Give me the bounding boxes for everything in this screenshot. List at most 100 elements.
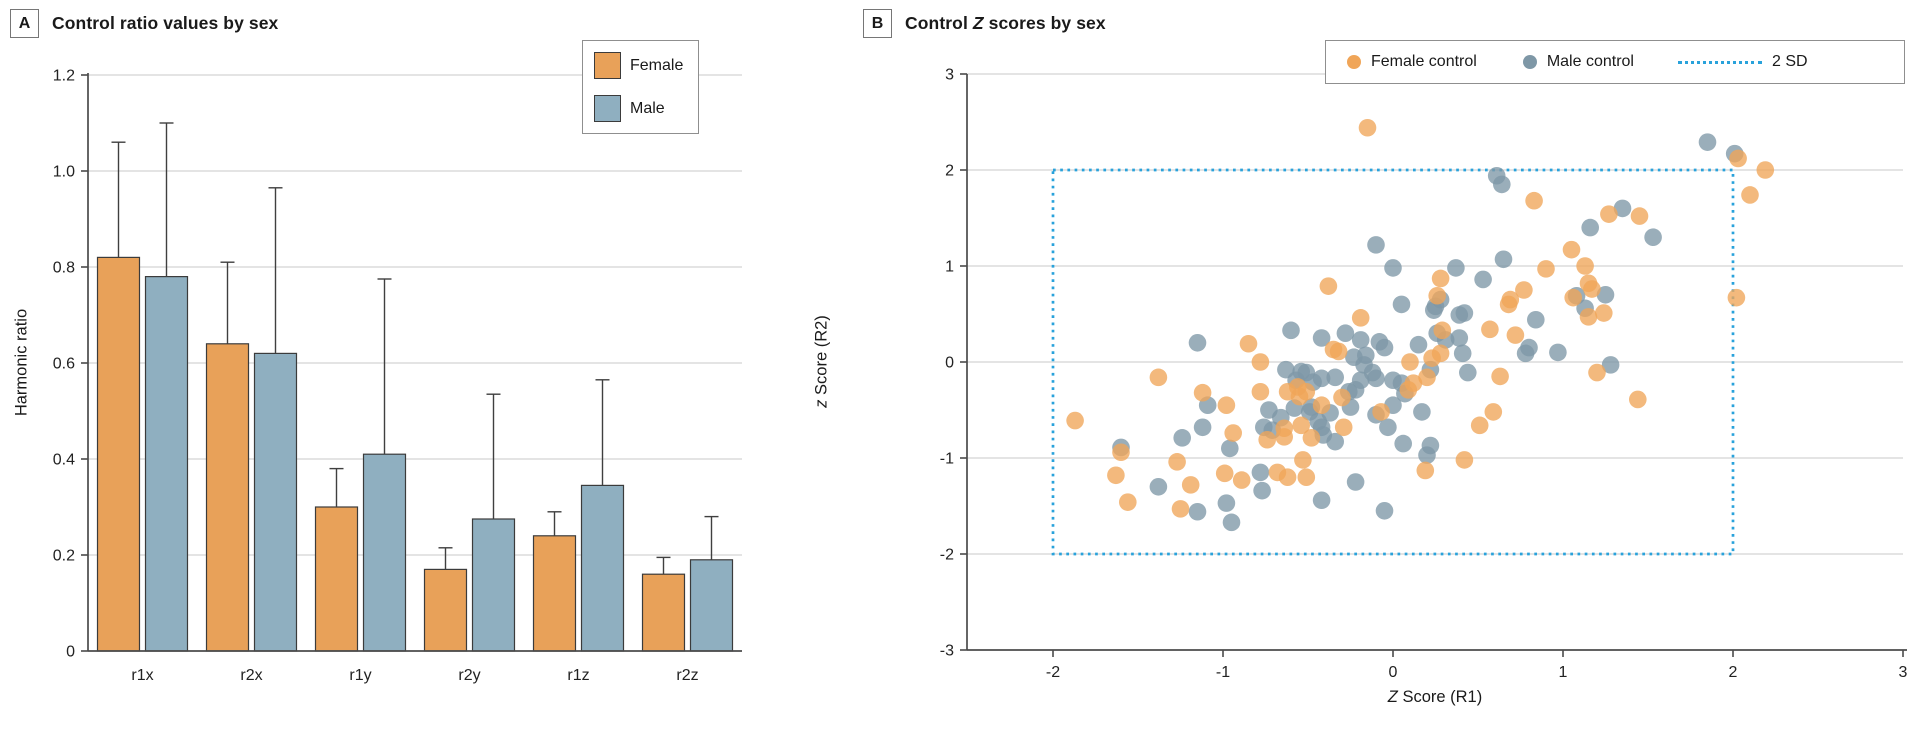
scatter-point-female: [1278, 468, 1297, 487]
female-color-swatch: [594, 52, 621, 79]
scatter-point-female: [1484, 403, 1503, 421]
scatter-point-female: [1224, 424, 1242, 442]
x-tick-label: 1: [1559, 664, 1568, 681]
scatter-point-male: [1370, 333, 1389, 351]
scatter-point-female: [1433, 321, 1452, 340]
scatter-point-female: [1275, 419, 1293, 438]
scatter-point-female: [1515, 281, 1533, 299]
panel-b-title-suffix: scores by sex: [983, 13, 1106, 33]
scatter-point-female: [1401, 353, 1419, 371]
male-color-swatch: [594, 95, 621, 122]
scatter-point-male: [1409, 335, 1428, 354]
scatter-point-male: [1413, 403, 1431, 421]
panel-b-title-z: Z: [972, 13, 984, 33]
scatter-point-female: [1239, 334, 1258, 353]
scatter-point-male: [1698, 133, 1717, 151]
scatter-point-male: [1221, 439, 1239, 458]
scatter-point-male: [1251, 463, 1270, 482]
scatter-point-female: [1251, 382, 1270, 401]
scatter-point-female: [1506, 326, 1525, 344]
scatter-point-female: [1297, 468, 1316, 487]
scatter-point-male: [1188, 334, 1207, 352]
scatter-point-male: [1601, 356, 1620, 374]
legend-a-male-row: Male: [594, 95, 698, 122]
scatter-point-male: [1613, 199, 1632, 218]
scatter-point-female: [1576, 257, 1594, 275]
y-tick-label: 1.0: [53, 164, 75, 181]
panel-a-letter-badge: A: [10, 9, 39, 38]
scatter-point-female: [1629, 390, 1647, 409]
bar-male-r2x: [253, 352, 298, 652]
scatter-point-female: [1294, 451, 1312, 469]
scatter-point-female: [1537, 260, 1555, 278]
y-tick-label: 1.2: [53, 68, 75, 85]
bar-male-r1y: [362, 453, 407, 652]
scatter-point-female: [1258, 430, 1276, 449]
scatter-point-female: [1756, 161, 1775, 179]
scatter-point-female: [1107, 466, 1125, 485]
scatter-point-female: [1455, 451, 1474, 469]
category-label: r1z: [567, 667, 589, 684]
scatter-point-male: [1367, 236, 1385, 254]
scatter-point-female: [1334, 418, 1353, 437]
scatter-point-female: [1481, 320, 1499, 339]
x-tick-label: -2: [1046, 664, 1060, 681]
scatter-point-female: [1232, 471, 1251, 489]
scatter-point-male: [1351, 331, 1370, 349]
scatter-point-male: [1453, 344, 1472, 363]
scatter-point-male: [1277, 360, 1295, 379]
category-label: r1x: [131, 667, 153, 684]
scatter-point-male: [1346, 473, 1365, 491]
scatter-point-male: [1351, 371, 1370, 390]
y-tick-label: 2: [945, 163, 954, 180]
panel-a-title: Control ratio values by sex: [52, 13, 279, 33]
female-control-dot: [1347, 55, 1361, 69]
scatter-point-female: [1181, 476, 1200, 494]
legend-panel-b: Female control Male control 2 SD: [1325, 40, 1905, 84]
scatter-point-female: [1372, 403, 1390, 421]
scatter-point-female: [1564, 288, 1582, 307]
y-tick-label: -1: [940, 451, 954, 468]
scatter-point-male: [1292, 362, 1310, 381]
scatter-point-female: [1351, 309, 1370, 327]
panel-b-y-label-z: z: [812, 399, 831, 408]
scatter-point-female: [1418, 368, 1436, 387]
legend-b-female-label: Female control: [1371, 53, 1477, 70]
y-tick-label: 0.4: [53, 452, 75, 469]
scatter-point-female: [1290, 387, 1309, 406]
scatter-point-male: [1474, 270, 1492, 289]
bar-female-r1z: [532, 535, 577, 652]
scatter-point-female: [1217, 396, 1236, 415]
scatter-point-male: [1312, 329, 1331, 347]
scatter-point-female: [1416, 461, 1435, 480]
x-tick-label: 3: [1899, 664, 1908, 681]
scatter-point-male: [1494, 250, 1513, 269]
panel-b-y-label-rest: Score (R2): [812, 315, 831, 400]
scatter-point-male: [1336, 324, 1355, 343]
bar-male-r1x: [144, 276, 189, 652]
bar-male-r2z: [689, 559, 734, 652]
legend-b-male-label: Male control: [1546, 53, 1634, 70]
scatter-point-female: [1583, 280, 1601, 298]
panel-b-letter-badge: B: [863, 9, 892, 38]
scatter-point-male: [1392, 295, 1411, 314]
scatter-point-male: [1520, 338, 1538, 357]
scatter-point-female: [1168, 453, 1186, 471]
scatter-point-female: [1251, 353, 1270, 371]
scatter-point-male: [1326, 368, 1344, 387]
panel-b-y-axis-label: z Score (R2): [813, 212, 832, 512]
scatter-point-female: [1501, 290, 1520, 309]
scatter-point-male: [1418, 446, 1436, 464]
y-tick-label: 0.6: [53, 356, 75, 373]
y-tick-label: 0.2: [53, 548, 75, 565]
scatter-point-female: [1292, 416, 1310, 435]
scatter-point-male: [1447, 259, 1465, 277]
scatter-point-female: [1399, 381, 1418, 399]
scatter-point-female: [1600, 205, 1618, 223]
scatter-point-female: [1431, 269, 1450, 288]
scatter-point-male: [1217, 494, 1236, 512]
x-tick-label: 2: [1729, 664, 1738, 681]
scatter-point-male: [1459, 363, 1477, 382]
